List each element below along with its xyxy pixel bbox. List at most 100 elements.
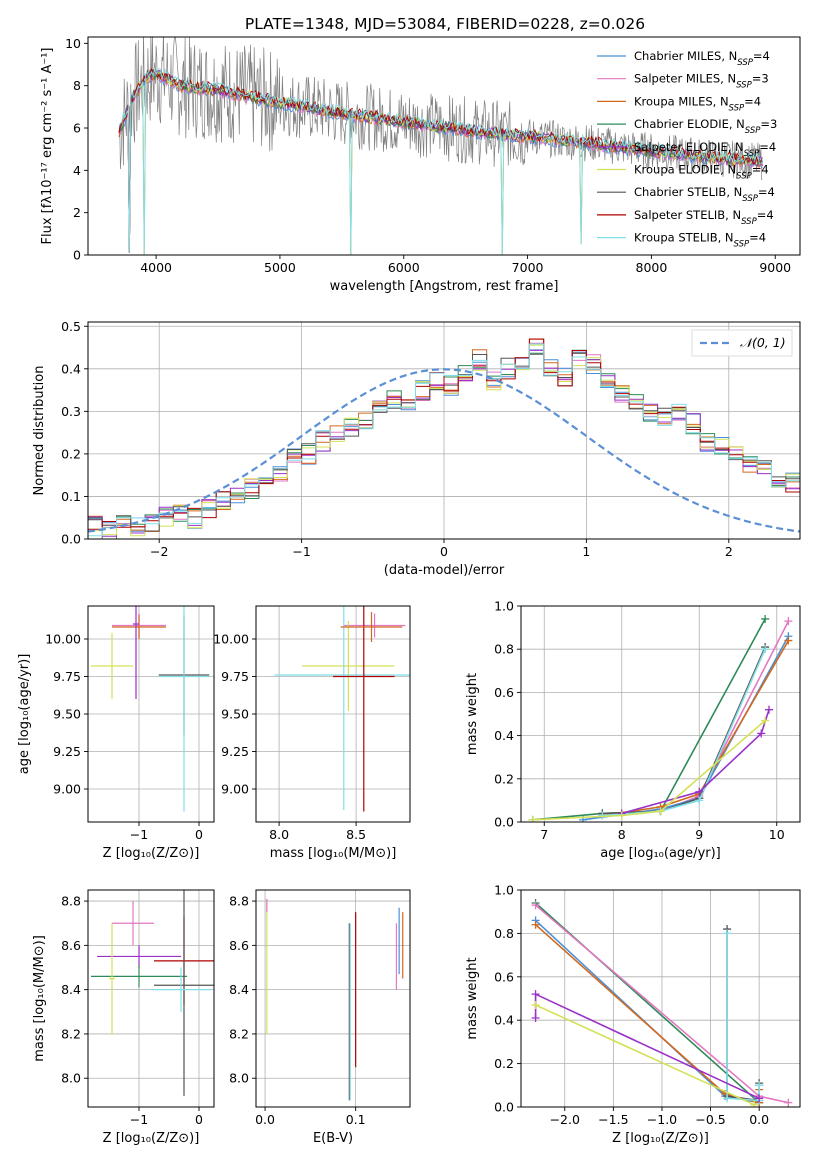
y-tick-label: 9.00 — [53, 782, 81, 797]
y-tick-label: 8.0 — [229, 1071, 249, 1086]
y-tick-label: 0.0 — [61, 532, 81, 547]
legend-label-rest: =3 — [752, 72, 769, 86]
x-tick-label: 0.1 — [346, 1112, 366, 1127]
x-tick-label: 8.5 — [346, 827, 366, 842]
data-point-marker — [755, 1081, 764, 1090]
y-tick-label: 0.2 — [61, 446, 81, 461]
x-tick-label: 1 — [582, 544, 590, 559]
series-line-salpeter_elodie — [534, 992, 760, 1100]
x-tick-label: 9 — [695, 827, 703, 842]
x-tick-label: 8000 — [636, 260, 668, 275]
y-tick-label: 0.0 — [494, 1100, 514, 1115]
data-point-marker — [531, 920, 540, 929]
y-axis-label: Flux [fλ10⁻¹⁷ erg cm⁻² s⁻¹ A⁻¹] — [40, 47, 55, 244]
legend-subscript: SSP — [729, 103, 745, 113]
y-tick-label: 0.2 — [494, 771, 514, 786]
x-tick-label: 9000 — [759, 260, 791, 275]
x-axis-label: E(B-V) — [313, 1131, 353, 1146]
normal-curve-line — [88, 368, 800, 533]
age-vs-metallicity-panel: −1 0 9.00 9.25 9.50 9.75 10.00 Z [log₁₀(Z/Z⊙)] a… — [17, 605, 215, 861]
data-point-marker — [784, 1098, 793, 1107]
legend-label: Salpeter STELIB, NSSP=4 — [634, 208, 774, 227]
x-tick-label: 7000 — [512, 260, 544, 275]
y-tick-label: 0.4 — [494, 728, 514, 743]
data-point-marker — [531, 1014, 540, 1023]
x-tick-label: 8 — [618, 827, 626, 842]
y-tick-label: 8.8 — [229, 894, 249, 909]
x-tick-label: −1.0 — [647, 1112, 677, 1127]
histogram-kroupa_stelib — [88, 343, 800, 537]
legend-subscript: SSP — [741, 217, 757, 227]
plot-area — [91, 890, 214, 1096]
y-axis-label: mass weight — [465, 673, 480, 755]
axes-frame — [520, 605, 801, 823]
legend-subscript: SSP — [742, 194, 758, 204]
x-tick-label: 6000 — [388, 260, 420, 275]
y-tick-label: 8.4 — [61, 982, 81, 997]
x-axis-label: mass [log₁₀(M/M⊙)] — [270, 846, 397, 861]
y-tick-label: 0.5 — [61, 319, 81, 334]
y-tick-label: 0.0 — [494, 815, 514, 830]
y-axis-label: age [log₁₀(age/yr)] — [17, 654, 32, 775]
series-line-kroupa_stelib — [602, 648, 766, 817]
x-tick-label: −0.5 — [695, 1112, 725, 1127]
x-axis-label: Z [log₁₀(Z/Z⊙)] — [612, 1131, 709, 1146]
data-point-marker — [617, 811, 626, 820]
x-tick-label: 8.0 — [269, 827, 289, 842]
data-point-marker — [695, 796, 704, 805]
data-point-marker — [531, 990, 540, 999]
data-point-marker — [755, 1094, 764, 1103]
mass-vs-metallicity-panel: −1 0 8.0 8.2 8.4 8.6 8.8 Z [log₁₀(Z/Z⊙)] mass [l… — [32, 889, 215, 1146]
y-tick-label: 8.0 — [61, 1071, 81, 1086]
x-tick-label: 0 — [195, 827, 203, 842]
data-point-marker — [695, 787, 704, 796]
x-tick-label: 2 — [725, 544, 733, 559]
legend-label: Chabrier STELIB, NSSP=4 — [634, 185, 775, 204]
legend-label-rest: =4 — [757, 208, 774, 222]
y-tick-label: 8.2 — [61, 1026, 81, 1041]
series-line-kroupa_elodie — [532, 719, 766, 821]
series-line-kroupa_elodie — [535, 1004, 755, 1106]
series-line-kroupa_stelib — [726, 933, 760, 1102]
y-tick-label: 0.4 — [61, 361, 81, 376]
plot-area — [274, 606, 410, 812]
legend-subscript: SSP — [744, 149, 760, 159]
plot-area — [531, 899, 793, 1107]
model-spectrum-kroupa_stelib — [118, 68, 763, 255]
series-line-chabrier_stelib — [726, 929, 760, 1102]
data-point-marker — [723, 1094, 732, 1103]
legend-subscript: SSP — [736, 81, 752, 91]
legend-box — [691, 329, 793, 357]
y-tick-label: 9.75 — [221, 669, 249, 684]
y-tick-label: 2 — [73, 205, 81, 220]
mass-weight-vs-metallicity-panel: −2.0 −1.5 −1.0 −0.5 0.0 0.0 0.2 0.4 0.6 0.8 1.0 Z [… — [465, 883, 801, 1146]
axes-frame — [87, 36, 801, 256]
data-point-marker — [723, 929, 732, 938]
x-tick-label: −2.0 — [550, 1112, 580, 1127]
legend-label-rest: =3 — [760, 117, 777, 131]
y-tick-label: 10.00 — [45, 632, 81, 647]
x-tick-label: 5000 — [264, 260, 296, 275]
mass-weight-vs-age-panel: 7 8 9 10 0.0 0.2 0.4 0.6 0.8 1.0 age [log₁₀(age/yr… — [465, 599, 801, 861]
residual-histogram-panel: −2 −1 0 1 2 0.0 0.1 0.2 0.3 0.4 0.5 (data-model)/er… — [32, 319, 801, 578]
x-axis-label: age [log₁₀(age/yr)] — [600, 846, 721, 861]
y-axis-label: Normed distribution — [32, 366, 47, 496]
y-tick-label: 0.2 — [494, 1056, 514, 1071]
age-vs-mass-panel: 8.0 8.5 9.00 9.25 9.50 9.75 10.00 mass [log₁₀(M… — [213, 605, 411, 861]
y-tick-label: 0.8 — [494, 926, 514, 941]
data-point-marker — [656, 807, 665, 816]
x-tick-label: 7 — [540, 827, 548, 842]
plot-area — [266, 898, 404, 1101]
data-point-marker — [761, 716, 770, 725]
y-tick-label: 4 — [73, 163, 81, 178]
y-tick-label: 9.25 — [221, 744, 249, 759]
y-tick-label: 9.50 — [221, 707, 249, 722]
y-tick-label: 0.6 — [494, 685, 514, 700]
x-axis-label: Z [log₁₀(Z/Z⊙)] — [103, 846, 200, 861]
y-tick-label: 0.3 — [61, 404, 81, 419]
y-tick-label: 8.2 — [229, 1026, 249, 1041]
y-tick-label: 9.00 — [221, 782, 249, 797]
x-tick-label: −1 — [130, 1112, 148, 1127]
legend-label: Kroupa MILES, NSSP=4 — [634, 94, 761, 113]
